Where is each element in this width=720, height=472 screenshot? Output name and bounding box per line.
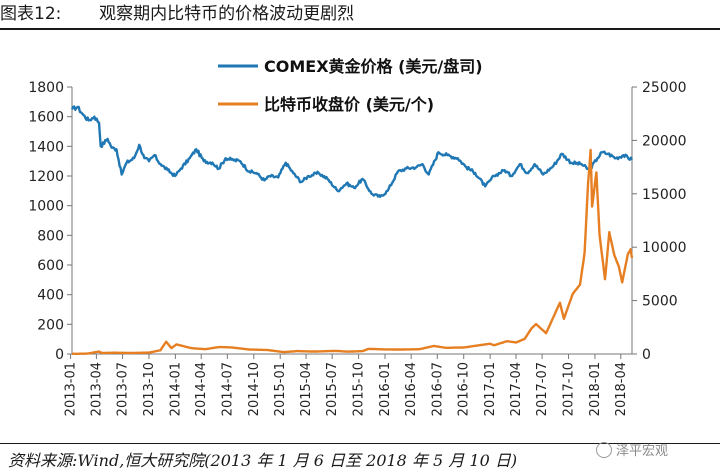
legend-label: 比特币收盘价 (美元/个) xyxy=(264,95,434,114)
x-tick-label: 2013-01 xyxy=(64,362,79,416)
x-tick-label: 2016-10 xyxy=(457,362,472,416)
x-tick-label: 2014-10 xyxy=(247,362,262,416)
x-tick-label: 2016-07 xyxy=(430,362,445,416)
left-y-tick-label: 1600 xyxy=(28,110,64,126)
left-y-tick-label: 0 xyxy=(55,347,64,363)
x-tick-label: 2014-04 xyxy=(194,362,209,416)
left-y-tick-label: 200 xyxy=(37,317,64,333)
x-tick-label: 2015-10 xyxy=(352,362,367,416)
x-tick-label: 2016-01 xyxy=(378,362,393,416)
x-tick-label: 2018-04 xyxy=(614,362,629,416)
left-y-tick-label: 600 xyxy=(37,258,64,274)
x-tick-label: 2016-04 xyxy=(404,362,419,416)
x-tick-label: 2017-07 xyxy=(535,362,550,416)
x-tick-label: 2014-01 xyxy=(168,362,183,416)
right-y-tick-label: 15000 xyxy=(642,187,687,203)
left-y-tick-label: 800 xyxy=(37,228,64,244)
right-y-tick-label: 20000 xyxy=(642,133,687,149)
left-y-tick-label: 1000 xyxy=(28,199,64,215)
x-tick-label: 2013-04 xyxy=(89,362,104,416)
x-tick-label: 2018-01 xyxy=(588,362,603,416)
watermark: 泽平宏观 xyxy=(595,440,668,459)
x-tick-label: 2017-10 xyxy=(562,362,577,416)
right-y-tick-label: 0 xyxy=(642,347,651,363)
bitcoin-price-line xyxy=(71,148,634,356)
chat-bubble-icon xyxy=(595,442,612,458)
x-tick-label: 2013-07 xyxy=(116,362,131,416)
footer-divider xyxy=(0,443,720,444)
legend-label: COMEX黄金价格 (美元/盘司) xyxy=(264,57,483,76)
left-y-tick-label: 1200 xyxy=(28,169,64,185)
gold-price-line xyxy=(70,105,634,198)
x-tick-label: 2017-01 xyxy=(483,362,498,416)
watermark-text: 泽平宏观 xyxy=(615,444,668,459)
chart: 0 200 400 600 800 1000 1200 1400 1600 1800 0 5000 10… xyxy=(28,57,687,416)
x-tick-label: 2015-04 xyxy=(299,362,314,416)
title-divider xyxy=(0,28,720,30)
left-y-tick-label: 1800 xyxy=(28,80,64,96)
right-y-tick-label: 10000 xyxy=(642,240,687,256)
x-tick-label: 2013-10 xyxy=(142,362,157,416)
left-y-tick-label: 400 xyxy=(37,288,64,304)
figure-title: 图表12: 观察期内比特币的价格波动更剧烈 xyxy=(0,4,355,24)
x-tick-label: 2017-04 xyxy=(509,362,524,416)
right-y-tick-label: 5000 xyxy=(642,294,678,310)
x-tick-label: 2014-07 xyxy=(220,362,235,416)
left-y-tick-label: 1400 xyxy=(28,139,64,155)
x-tick-label: 2015-07 xyxy=(325,362,340,416)
right-y-tick-label: 25000 xyxy=(642,80,687,96)
source-note: 资料来源:Wind,恒大研究院(2013 年 1 月 6 日至 2018 年 5… xyxy=(8,451,518,470)
x-tick-label: 2015-01 xyxy=(273,362,288,416)
